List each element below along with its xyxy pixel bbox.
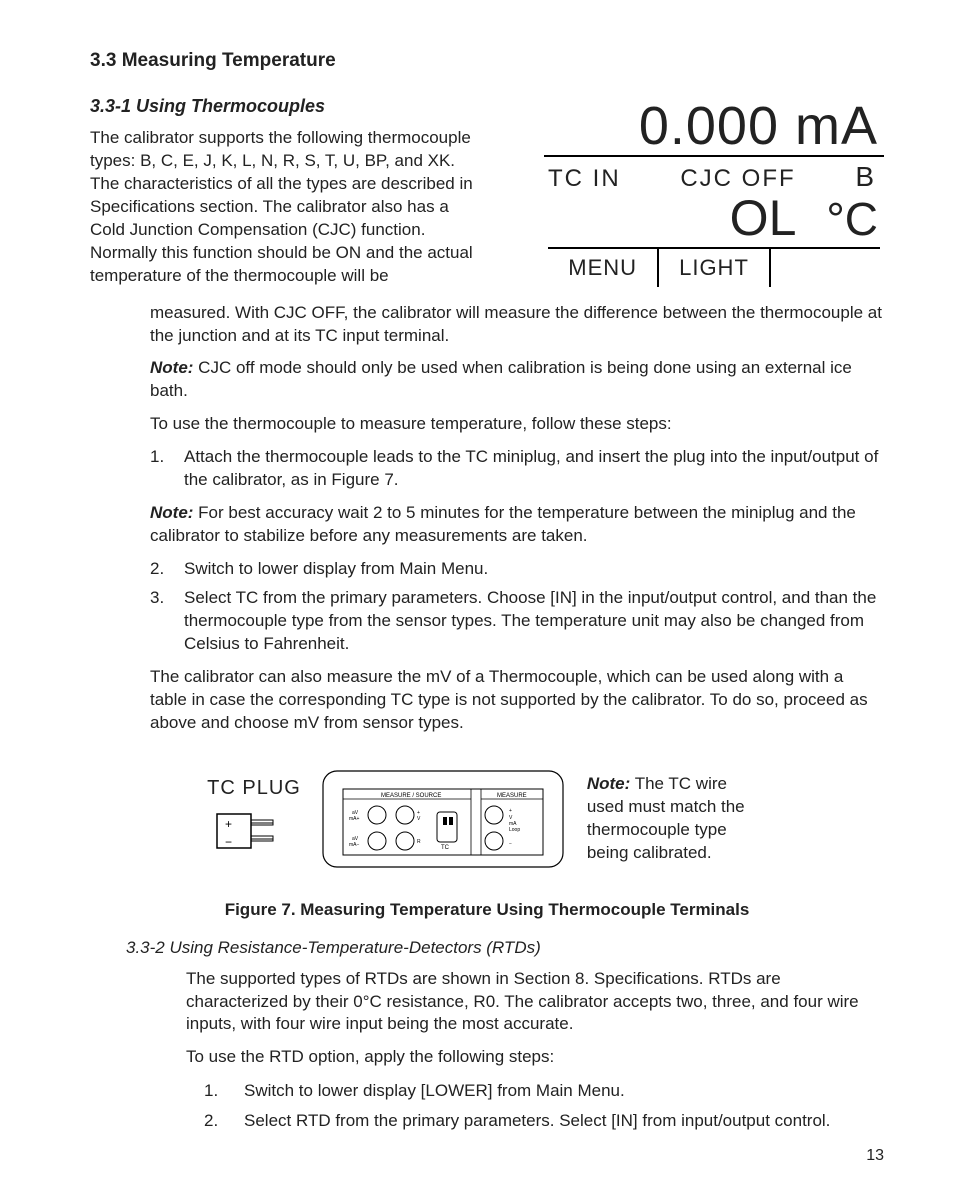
svg-text:+: + <box>225 817 232 831</box>
lcd-upper-value: 0.000 mA <box>544 99 884 155</box>
note-cjc: Note: CJC off mode should only be used w… <box>150 357 884 403</box>
svg-text:Loop: Loop <box>509 827 520 833</box>
lcd-cjc-status: CJC OFF <box>680 165 795 193</box>
tc-plug-icon: + − <box>209 806 299 856</box>
page: 3.3 Measuring Temperature 3.3-1 Using Th… <box>0 0 954 1185</box>
step-text: Switch to lower display from Main Menu. <box>184 558 488 581</box>
rtd-step-1: 1. Switch to lower display [LOWER] from … <box>204 1079 884 1103</box>
rtd-paragraph-2: To use the RTD option, apply the followi… <box>186 1046 884 1069</box>
svg-text:R: R <box>417 839 421 845</box>
step-number: 2. <box>204 1109 244 1133</box>
lcd-lower-mode: TC IN <box>548 165 621 193</box>
step-3: 3. Select TC from the primary parameters… <box>150 587 884 656</box>
lcd-softkey-light: LIGHT <box>659 249 768 287</box>
terminals-header-right: MEASURE <box>497 793 527 799</box>
svg-text:mA+: mA+ <box>349 816 360 822</box>
note-accuracy: Note: For best accuracy wait 2 to 5 minu… <box>150 502 884 548</box>
step-number: 3. <box>150 587 184 656</box>
steps-list-2: 2. Switch to lower display from Main Men… <box>150 558 884 656</box>
figure-7: TC PLUG + − MEASURE / SOURCE MEASURE <box>150 767 824 872</box>
lcd-softkey-row: MENU LIGHT <box>548 247 880 287</box>
lcd-softkey-blank <box>771 249 880 287</box>
intro-paragraph: The calibrator supports the following th… <box>90 127 480 288</box>
step-number: 1. <box>150 446 184 492</box>
step-text: Select RTD from the primary parameters. … <box>244 1109 830 1133</box>
lcd-lower-value: OL <box>730 193 797 243</box>
rtd-step-2: 2. Select RTD from the primary parameter… <box>204 1109 884 1133</box>
note-label: Note: <box>150 358 193 377</box>
step-2: 2. Switch to lower display from Main Men… <box>150 558 884 581</box>
tc-plug-label: TC PLUG <box>207 777 301 800</box>
lcd-display: mA IN -25.00% 0.000 mA TC IN CJC OFF B O… <box>544 96 884 287</box>
step-1: 1. Attach the thermocouple leads to the … <box>150 446 884 492</box>
svg-text:TC: TC <box>441 845 450 851</box>
rtd-paragraph-1: The supported types of RTDs are shown in… <box>186 968 884 1037</box>
page-number: 13 <box>866 1147 884 1165</box>
svg-text:−: − <box>225 835 232 849</box>
tc-plug-diagram: TC PLUG + − <box>207 777 301 861</box>
note-label: Note: <box>587 774 630 793</box>
mv-paragraph: The calibrator can also measure the mV o… <box>150 666 884 735</box>
note-text: CJC off mode should only be used when ca… <box>150 358 852 400</box>
step-number: 2. <box>150 558 184 581</box>
step-number: 1. <box>204 1079 244 1103</box>
step-text: Select TC from the primary parameters. C… <box>184 587 884 656</box>
figure-7-caption: Figure 7. Measuring Temperature Using Th… <box>90 900 884 920</box>
step-text: Attach the thermocouple leads to the TC … <box>184 446 884 492</box>
step-text: Switch to lower display [LOWER] from Mai… <box>244 1079 625 1103</box>
intro-paragraph-continued: measured. With CJC OFF, the calibrator w… <box>150 302 884 348</box>
terminals-header-left: MEASURE / SOURCE <box>381 793 441 799</box>
lcd-softkey-menu: MENU <box>548 249 657 287</box>
calibrator-terminals-diagram: MEASURE / SOURCE MEASURE aV mA+ aV mA− +… <box>319 767 569 872</box>
rtd-steps: 1. Switch to lower display [LOWER] from … <box>204 1079 884 1133</box>
figure-side-note: Note: The TC wire used must match the th… <box>587 773 767 865</box>
intro-text-column: 3.3-1 Using Thermocouples The calibrator… <box>90 96 480 298</box>
lcd-lower-unit: °C <box>826 196 878 242</box>
instruction-intro: To use the thermocouple to measure tempe… <box>150 413 884 436</box>
note-label: Note: <box>150 503 193 522</box>
svg-text:V: V <box>417 816 421 822</box>
steps-list-1: 1. Attach the thermocouple leads to the … <box>150 446 884 492</box>
subsection-3-3-1-title: 3.3-1 Using Thermocouples <box>90 96 480 117</box>
intro-row: 3.3-1 Using Thermocouples The calibrator… <box>90 96 884 298</box>
subsection-3-3-2-title: 3.3-2 Using Resistance-Temperature-Detec… <box>126 938 884 958</box>
svg-text:+: + <box>509 808 512 814</box>
lcd-tc-type: B <box>855 161 874 193</box>
section-title: 3.3 Measuring Temperature <box>90 50 884 72</box>
svg-text:mA−: mA− <box>349 842 360 848</box>
svg-text:−: − <box>509 841 512 847</box>
lcd-upper-mode: mA IN <box>550 96 626 99</box>
note-text: For best accuracy wait 2 to 5 minutes fo… <box>150 503 856 545</box>
